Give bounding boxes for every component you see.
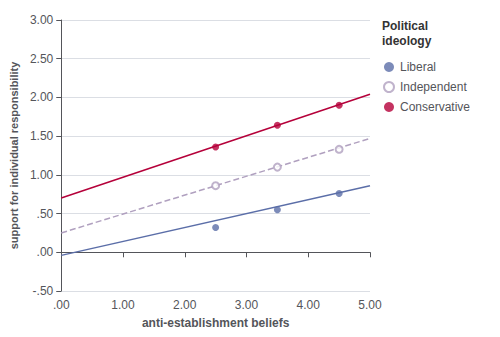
- svg-text:-.50: -.50: [33, 284, 54, 298]
- svg-text:1.50: 1.50: [30, 129, 54, 143]
- svg-text:Liberal: Liberal: [400, 60, 436, 74]
- svg-text:support for individual respons: support for individual responsibility: [8, 61, 20, 250]
- svg-text:4.00: 4.00: [297, 298, 321, 312]
- svg-text:1.00: 1.00: [30, 168, 54, 182]
- svg-text:Conservative: Conservative: [400, 100, 470, 114]
- svg-text:Independent: Independent: [400, 80, 467, 94]
- svg-text:.00: .00: [37, 245, 54, 259]
- svg-text:Political: Political: [382, 19, 428, 33]
- svg-text:3.00: 3.00: [30, 13, 54, 27]
- svg-text:.50: .50: [37, 207, 54, 221]
- svg-text:ideology: ideology: [382, 34, 432, 48]
- svg-text:anti-establishment beliefs: anti-establishment beliefs: [142, 316, 290, 330]
- svg-text:.00: .00: [53, 298, 70, 312]
- svg-text:2.50: 2.50: [30, 52, 54, 66]
- svg-text:1.00: 1.00: [111, 298, 135, 312]
- svg-text:3.00: 3.00: [235, 298, 259, 312]
- svg-text:2.00: 2.00: [30, 90, 54, 104]
- svg-text:5.00: 5.00: [358, 298, 382, 312]
- svg-text:2.00: 2.00: [173, 298, 197, 312]
